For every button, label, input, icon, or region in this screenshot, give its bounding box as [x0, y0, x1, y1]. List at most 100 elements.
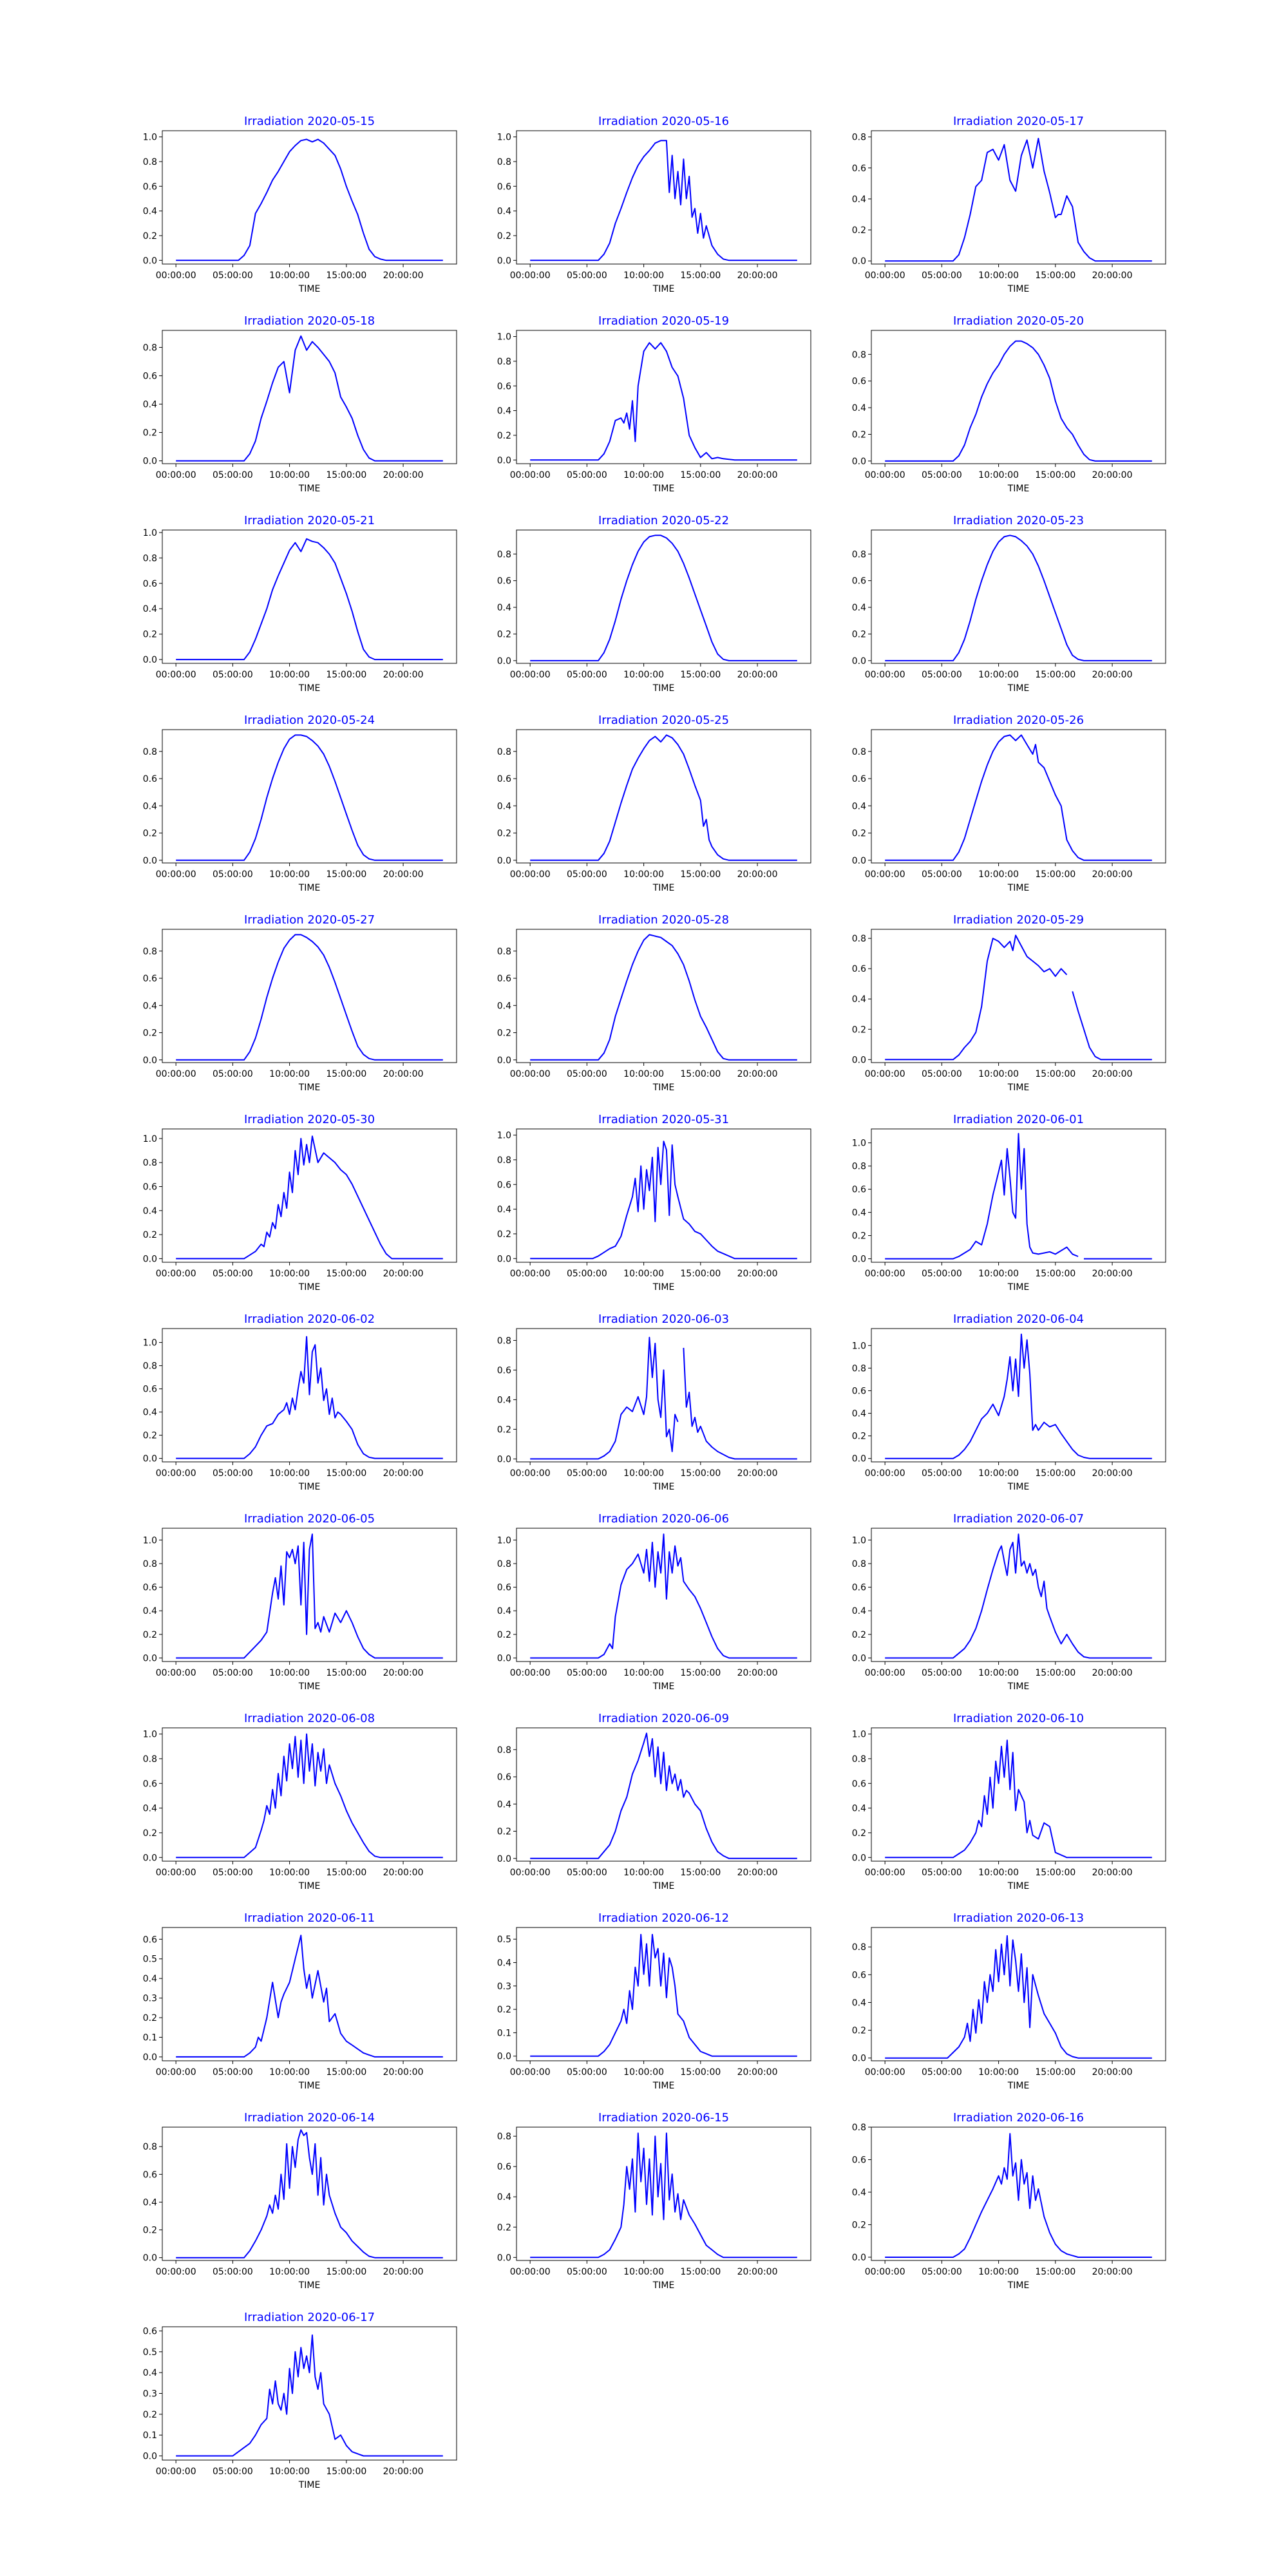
x-tick-label: 15:00:00 — [680, 270, 721, 281]
y-tick-label: 0.4 — [497, 603, 511, 613]
y-tick-label: 0.4 — [143, 1206, 157, 1217]
y-tick-label: 0.1 — [143, 2032, 157, 2043]
plot-frame — [871, 130, 1166, 265]
y-tick-label: 0.6 — [852, 1779, 866, 1789]
y-tick-label: 0.2 — [143, 1630, 157, 1640]
y-tick-label: 0.8 — [143, 157, 157, 167]
x-tick-label: 10:00:00 — [269, 1468, 310, 1479]
series-line — [176, 1533, 443, 1659]
y-tick-label: 0.0 — [852, 457, 866, 467]
y-tick-label: 0.3 — [497, 1982, 511, 1992]
x-tick-label: 20:00:00 — [737, 2067, 778, 2078]
x-tick-label: 20:00:00 — [737, 2267, 778, 2277]
x-tick-label: 10:00:00 — [269, 2467, 310, 2477]
x-tick-label: 15:00:00 — [680, 1668, 721, 1678]
y-tick-label: 0.4 — [143, 1974, 157, 1984]
series-line — [176, 335, 443, 462]
x-tick-label: 10:00:00 — [978, 2267, 1019, 2277]
x-tick-label: 05:00:00 — [567, 2267, 607, 2277]
x-axis-label: TIME — [1007, 1482, 1030, 1492]
y-tick-label: 0.4 — [143, 2368, 157, 2378]
x-tick-label: 00:00:00 — [156, 2267, 196, 2277]
y-tick-label: 0.2 — [852, 1828, 866, 1839]
y-tick-label: 0.4 — [143, 1606, 157, 1616]
series-line — [530, 1336, 679, 1460]
y-tick-label: 0.2 — [497, 1827, 511, 1837]
y-tick-label: 0.6 — [143, 579, 157, 589]
x-tick-label: 05:00:00 — [922, 869, 962, 880]
series-line — [885, 535, 1152, 661]
x-tick-label: 00:00:00 — [865, 1868, 905, 1878]
subplot: Irradiation 2020-06-03 0.0 0.2 0.4 0.6 0.8 00:… — [497, 1312, 811, 1492]
y-tick-label: 0.4 — [143, 2197, 157, 2208]
subplot: Irradiation 2020-06-17 0.0 0.1 0.2 0.3 0.4 0.5… — [143, 2311, 457, 2490]
x-tick-label: 05:00:00 — [213, 470, 253, 480]
x-tick-label: 20:00:00 — [737, 1468, 778, 1479]
subplot: Irradiation 2020-06-02 0.0 0.2 0.4 0.6 0.8 1.0… — [143, 1312, 457, 1492]
y-tick-label: 0.6 — [852, 2155, 866, 2165]
subplot: Irradiation 2020-05-18 0.0 0.2 0.4 0.6 0.8 00:… — [143, 314, 457, 494]
x-tick-label: 00:00:00 — [510, 1269, 551, 1279]
x-tick-label: 00:00:00 — [156, 670, 196, 680]
y-tick-label: 0.0 — [143, 1056, 157, 1066]
x-tick-label: 10:00:00 — [269, 270, 310, 281]
y-tick-label: 0.1 — [497, 2028, 511, 2038]
x-tick-label: 00:00:00 — [156, 470, 196, 480]
series-line — [1072, 991, 1152, 1061]
y-tick-label: 0.4 — [852, 1998, 866, 2008]
y-tick-label: 0.4 — [497, 406, 511, 417]
subplot: Irradiation 2020-05-24 0.0 0.2 0.4 0.6 0.8 00:… — [143, 714, 457, 893]
series-line — [885, 934, 1068, 1061]
x-tick-label: 05:00:00 — [567, 470, 607, 480]
x-tick-label: 05:00:00 — [567, 2067, 607, 2078]
subplot: Irradiation 2020-06-11 0.0 0.1 0.2 0.3 0.4 0.5… — [143, 1911, 457, 2091]
y-tick-label: 0.6 — [497, 1772, 511, 1783]
x-tick-label: 10:00:00 — [978, 270, 1019, 281]
y-tick-label: 0.2 — [852, 2026, 866, 2036]
x-tick-label: 05:00:00 — [567, 1868, 607, 1878]
plot-frame — [516, 1727, 811, 1862]
y-tick-label: 0.8 — [497, 357, 511, 367]
y-tick-label: 0.2 — [143, 1028, 157, 1039]
x-tick-label: 20:00:00 — [1092, 1269, 1133, 1279]
x-tick-label: 20:00:00 — [383, 1269, 424, 1279]
y-tick-label: 0.2 — [143, 630, 157, 640]
series-line — [885, 1333, 1152, 1459]
x-tick-label: 20:00:00 — [737, 270, 778, 281]
y-tick-label: 0.8 — [143, 2142, 157, 2152]
subplot: Irradiation 2020-06-01 0.0 0.2 0.4 0.6 0.8 1.0… — [852, 1113, 1166, 1293]
plot-frame — [871, 729, 1166, 864]
plot-frame — [516, 729, 811, 864]
x-tick-label: 10:00:00 — [978, 1468, 1019, 1479]
y-tick-label: 0.8 — [497, 2132, 511, 2142]
subplot-title: Irradiation 2020-05-20 — [953, 314, 1084, 328]
x-axis-label: TIME — [298, 284, 321, 294]
y-tick-label: 0.2 — [497, 1630, 511, 1640]
y-tick-label: 0.4 — [143, 1804, 157, 1814]
y-tick-label: 0.0 — [852, 856, 866, 866]
subplot-title: Irradiation 2020-06-10 — [953, 1712, 1084, 1725]
x-tick-label: 00:00:00 — [156, 1868, 196, 1878]
y-tick-label: 0.4 — [497, 1799, 511, 1810]
subplot: Irradiation 2020-05-31 0.0 0.2 0.4 0.6 0.8 1.0… — [497, 1113, 811, 1293]
y-tick-label: 0.0 — [852, 1454, 866, 1464]
x-tick-label: 00:00:00 — [510, 470, 551, 480]
y-tick-label: 0.2 — [143, 1230, 157, 1240]
y-tick-label: 0.8 — [852, 549, 866, 560]
subplot: Irradiation 2020-06-07 0.0 0.2 0.4 0.6 0.8 1.0… — [852, 1512, 1166, 1692]
series-line — [683, 1347, 797, 1460]
x-tick-label: 00:00:00 — [510, 2267, 551, 2277]
x-tick-label: 15:00:00 — [1035, 270, 1075, 281]
x-tick-label: 10:00:00 — [623, 1069, 664, 1079]
x-tick-label: 10:00:00 — [269, 869, 310, 880]
y-tick-label: 0.4 — [852, 1804, 866, 1814]
y-tick-label: 0.2 — [852, 2220, 866, 2230]
x-tick-label: 20:00:00 — [1092, 270, 1133, 281]
y-tick-label: 1.0 — [852, 1341, 866, 1351]
y-tick-label: 0.2 — [497, 2222, 511, 2233]
subplot-title: Irradiation 2020-06-09 — [598, 1712, 729, 1725]
y-tick-label: 0.6 — [143, 1182, 157, 1193]
x-tick-label: 15:00:00 — [680, 1269, 721, 1279]
x-tick-label: 05:00:00 — [567, 1668, 607, 1678]
series-line — [176, 1733, 443, 1859]
